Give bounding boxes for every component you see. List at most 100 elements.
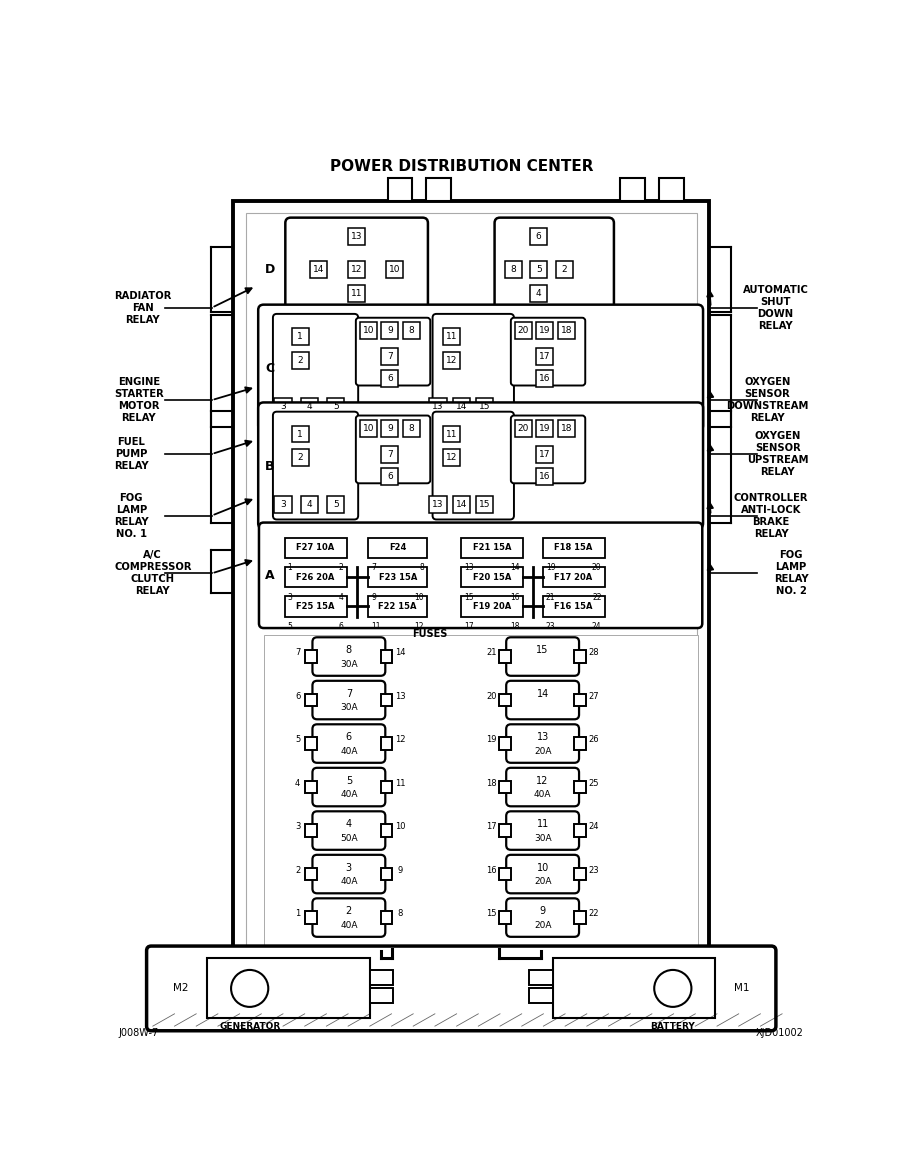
Bar (536, 348, 554, 364)
Text: 3: 3 (288, 593, 292, 601)
Text: 11: 11 (372, 622, 381, 631)
Text: 8: 8 (409, 424, 415, 434)
Bar (381, 737, 392, 750)
FancyBboxPatch shape (356, 416, 430, 483)
Bar (453, 397, 470, 415)
Bar (348, 229, 365, 245)
Bar (476, 496, 493, 512)
FancyBboxPatch shape (511, 416, 585, 483)
FancyBboxPatch shape (258, 305, 703, 431)
Text: 14: 14 (455, 402, 467, 411)
FancyBboxPatch shape (433, 314, 514, 422)
Bar (444, 328, 461, 345)
Bar (427, 178, 451, 200)
Text: 30A: 30A (340, 660, 357, 669)
Text: 26: 26 (589, 735, 599, 744)
Text: 4: 4 (338, 593, 344, 601)
Text: F21 15A: F21 15A (473, 544, 511, 552)
Text: M2: M2 (173, 983, 188, 994)
Text: 13: 13 (464, 564, 474, 572)
Text: 11: 11 (446, 332, 458, 341)
Text: 16: 16 (539, 472, 551, 481)
Text: 40A: 40A (534, 790, 552, 799)
Bar (574, 737, 586, 750)
Text: 3: 3 (295, 823, 301, 831)
Bar (500, 912, 511, 924)
Text: 10: 10 (389, 265, 400, 274)
Text: 19: 19 (539, 326, 551, 335)
Bar (529, 988, 553, 1003)
Bar (381, 781, 392, 793)
Text: 40A: 40A (340, 921, 357, 929)
Text: 21: 21 (545, 593, 555, 601)
Text: 8: 8 (397, 909, 402, 918)
Text: 23: 23 (545, 622, 555, 631)
Text: B: B (266, 459, 274, 472)
Text: 50A: 50A (340, 833, 357, 843)
Text: 25: 25 (589, 778, 599, 788)
FancyBboxPatch shape (312, 724, 385, 763)
Bar (536, 322, 554, 340)
Bar (444, 425, 461, 443)
Text: 15: 15 (464, 593, 474, 601)
Text: 19: 19 (486, 735, 497, 744)
Text: 17: 17 (464, 622, 474, 631)
Text: J008W-7: J008W-7 (119, 1029, 159, 1038)
Text: 13: 13 (351, 232, 363, 241)
Text: 18: 18 (561, 326, 572, 335)
Text: 19: 19 (539, 424, 551, 434)
Bar (536, 445, 554, 463)
Text: 8: 8 (346, 646, 352, 655)
Bar (505, 260, 522, 278)
Bar (274, 496, 292, 512)
Bar (543, 567, 605, 587)
Bar (284, 567, 346, 587)
Text: 8: 8 (510, 265, 516, 274)
FancyBboxPatch shape (495, 218, 614, 313)
Bar (543, 597, 605, 616)
Bar (444, 352, 461, 368)
Text: 15: 15 (479, 499, 490, 509)
Text: F26 20A: F26 20A (296, 573, 335, 581)
Text: 2: 2 (346, 906, 352, 917)
Text: AUTOMATIC
SHUT
DOWN
RELAY: AUTOMATIC SHUT DOWN RELAY (742, 285, 808, 331)
Text: ENGINE
STARTER
MOTOR
RELAY: ENGINE STARTER MOTOR RELAY (114, 377, 164, 423)
Text: 20: 20 (518, 424, 529, 434)
Text: 2: 2 (297, 355, 303, 364)
Text: 4: 4 (295, 778, 301, 788)
FancyBboxPatch shape (312, 638, 385, 676)
Text: 12: 12 (395, 735, 405, 744)
Text: F18 15A: F18 15A (554, 544, 593, 552)
FancyBboxPatch shape (433, 411, 514, 519)
Text: 13: 13 (395, 691, 405, 701)
Text: 10: 10 (395, 823, 405, 831)
Text: 11: 11 (446, 429, 458, 438)
FancyBboxPatch shape (506, 854, 579, 893)
Text: 7: 7 (295, 648, 301, 657)
Bar (574, 650, 586, 662)
Bar (574, 694, 586, 707)
Bar (360, 420, 377, 437)
Text: A/C
COMPRESSOR
CLUTCH
RELAY: A/C COMPRESSOR CLUTCH RELAY (114, 551, 192, 597)
Text: 40A: 40A (340, 747, 357, 756)
Bar (429, 397, 446, 415)
Text: 5: 5 (346, 776, 352, 786)
Text: 30A: 30A (534, 833, 552, 843)
Text: FUSES: FUSES (412, 629, 448, 639)
Text: 11: 11 (536, 819, 549, 830)
Text: 6: 6 (295, 691, 301, 701)
Text: C: C (266, 362, 274, 375)
Bar (381, 650, 392, 662)
Text: 14: 14 (536, 689, 549, 699)
Text: FOG
LAMP
RELAY
NO. 2: FOG LAMP RELAY NO. 2 (774, 551, 808, 597)
Text: 9: 9 (398, 866, 402, 874)
FancyBboxPatch shape (273, 411, 358, 519)
Text: 15: 15 (479, 402, 490, 411)
FancyBboxPatch shape (506, 681, 579, 720)
Text: 23: 23 (589, 866, 599, 874)
Text: 7: 7 (372, 564, 376, 572)
Text: POWER DISTRIBUTION CENTER: POWER DISTRIBUTION CENTER (329, 159, 593, 175)
Bar (382, 348, 399, 364)
Text: 9: 9 (540, 906, 545, 917)
Bar (264, 635, 698, 949)
